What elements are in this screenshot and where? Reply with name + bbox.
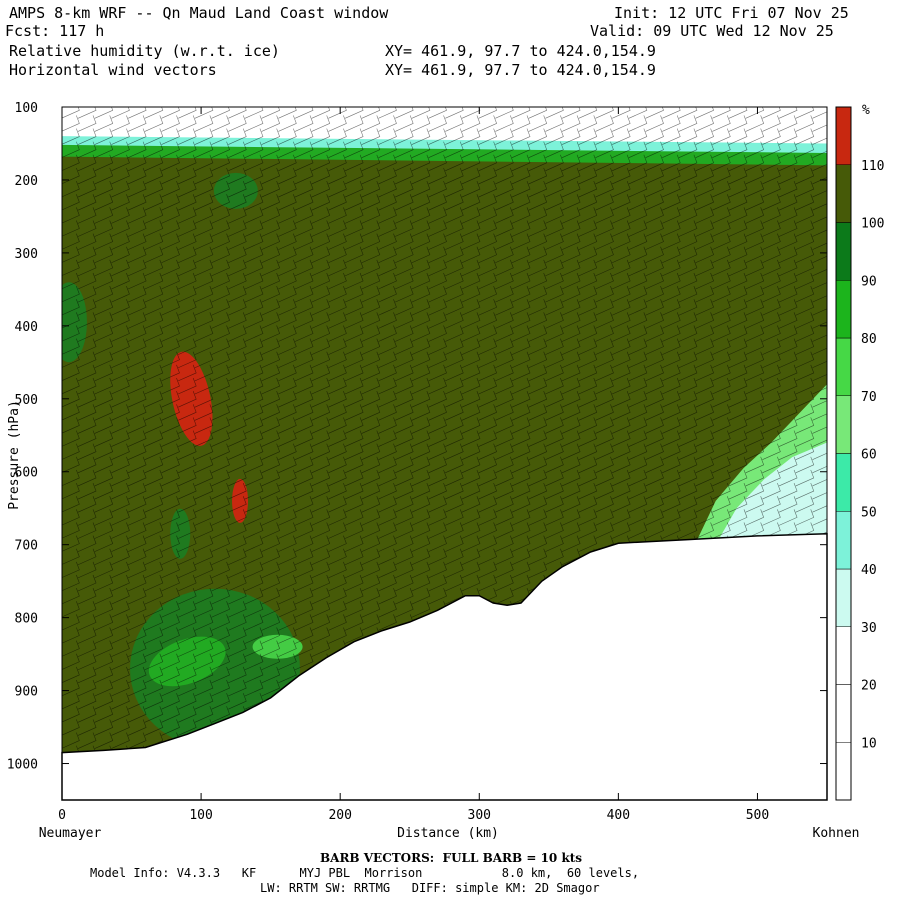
x-tick-label: 0 [58,808,66,823]
x-axis-label: Distance (km) [397,826,499,841]
y-tick-label: 1000 [7,758,38,773]
colorbar-label: 70 [861,390,877,405]
colorbar-swatch [835,684,852,743]
y-tick-label: 200 [15,174,38,189]
supersaturation-1 [170,351,213,446]
y-tick-label: 900 [15,685,38,700]
colorbar-swatch [835,222,852,281]
x-tick-label: 400 [607,808,630,823]
left-moist-patch [62,282,87,363]
colorbar-label: 100 [861,217,884,232]
colorbar-swatch [835,626,852,685]
init-time: Init: 12 UTC Fri 07 Nov 25 [614,4,849,22]
forecast-hour: Fcst: 117 h [5,22,105,40]
cross-section-coords-2: XY= 461.9, 97.7 to 424.0,154.9 [385,61,656,79]
colorbar-swatch [835,164,852,223]
endpoint-right-label: Kohnen [813,826,860,841]
colorbar-swatch [835,568,852,627]
valid-time: Valid: 09 UTC Wed 12 Nov 25 [590,22,834,40]
y-tick-label: 600 [15,466,38,481]
x-tick-label: 100 [189,808,212,823]
colorbar-label: 40 [861,563,877,578]
plot-frame [61,106,828,801]
y-tick-label: 500 [15,393,38,408]
colorbar-swatch [835,395,852,454]
colorbar-label: 20 [861,679,877,694]
colorbar-label: 80 [861,332,877,347]
colorbar-swatch [835,337,852,396]
vector-name: Horizontal wind vectors [9,61,217,79]
colorbar-label: 10 [861,736,877,751]
colorbar-frame [835,106,852,801]
title-line: AMPS 8-km WRF -- Qn Maud Land Coast wind… [9,4,389,22]
colorbar-label: 30 [861,621,877,636]
colorbar-label: 110 [861,159,884,174]
y-tick-label: 800 [15,612,38,627]
barb-legend: BARB VECTORS: FULL BARB = 10 kts [320,851,583,865]
colorbar-label: 50 [861,505,877,520]
cross-section-coords-1: XY= 461.9, 97.7 to 424.0,154.9 [385,42,656,60]
colorbar-swatch [835,280,852,339]
colorbar-label: 60 [861,448,877,463]
y-tick-label: 100 [15,101,38,116]
x-tick-label: 300 [468,808,491,823]
upper-moist-patch [213,172,258,209]
x-tick-label: 200 [328,808,351,823]
colorbar-label: 90 [861,274,877,289]
colorbar-swatch [835,742,852,801]
x-axis: 0 100 200 300 400 500 [58,107,769,823]
model-info: Model Info: V4.3.3 KF MYJ PBL Morrison 8… [90,866,640,880]
colorbar-swatch [835,106,852,165]
y-axis-label: Pressure (hPa) [7,400,22,510]
y-tick-label: 700 [15,539,38,554]
low-moist-core-2 [252,634,303,659]
y-tick-label: 300 [15,247,38,262]
upper-moist-band [62,142,827,166]
colorbar-swatch [835,453,852,512]
endpoint-left-label: Neumayer [39,826,102,841]
physics-info: LW: RRTM SW: RRTMG DIFF: simple KM: 2D S… [260,881,600,895]
y-tick-label: 400 [15,320,38,335]
x-tick-label: 500 [746,808,769,823]
terrain-surface [61,532,828,801]
colorbar-unit: % [862,103,870,118]
colorbar-swatch [835,511,852,570]
y-axis: 100 200 300 400 500 600 700 800 900 1000 [7,101,827,773]
mid-moist-patch [170,508,191,559]
low-moist-core [148,636,226,687]
colorbar: 10 20 30 40 50 60 70 80 90 100 110 [835,106,884,801]
field-name: Relative humidity (w.r.t. ice) [9,42,280,60]
